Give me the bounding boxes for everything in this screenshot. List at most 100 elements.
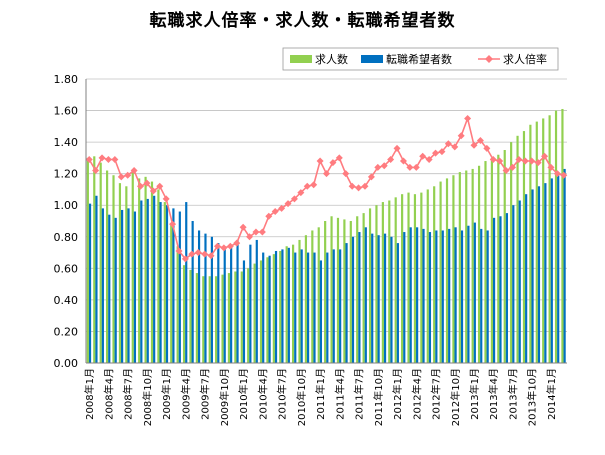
point-求人倍率: [342, 170, 350, 178]
point-求人倍率: [111, 155, 119, 163]
point-求人倍率: [329, 159, 337, 167]
point-求人倍率: [464, 114, 472, 122]
x-tick-label: 2014年1月: [545, 368, 558, 420]
axes: [85, 79, 567, 364]
bar-求人数: [131, 172, 134, 363]
bar-求人数: [189, 269, 192, 363]
bar-求人数: [471, 168, 474, 363]
bar-求人数: [221, 274, 224, 363]
bar-転職希望者数: [197, 230, 201, 363]
x-tick-label: 2010年1月: [237, 368, 250, 420]
x-tick-label: 2013年7月: [506, 368, 519, 420]
point-求人倍率: [515, 155, 523, 163]
point-求人倍率: [246, 233, 254, 241]
point-求人倍率: [406, 163, 414, 171]
bar-求人数: [407, 192, 410, 363]
bar-転職希望者数: [525, 194, 528, 363]
bar-求人数: [285, 246, 288, 363]
point-求人倍率: [226, 242, 234, 250]
x-tick-label: 2013年1月: [468, 368, 481, 420]
point-求人倍率: [143, 179, 151, 187]
legend-marker-3: [485, 55, 493, 63]
series-求人数: [86, 108, 564, 364]
bar-転職希望者数: [345, 243, 348, 363]
x-tick-label: 2012年1月: [391, 368, 404, 420]
point-求人倍率: [297, 189, 305, 197]
bar-転職希望者数: [332, 249, 335, 363]
bar-転職希望者数: [403, 232, 406, 363]
x-tick-label: 2009年10月: [218, 368, 231, 426]
bar-求人数: [330, 216, 333, 363]
point-求人倍率: [92, 167, 100, 175]
bar-求人数: [420, 192, 423, 363]
bar-求人数: [349, 221, 352, 363]
point-求人倍率: [444, 140, 452, 148]
legend-label-2: 転職希望者数: [386, 52, 452, 66]
bar-求人数: [497, 154, 500, 363]
bar-転職希望者数: [108, 214, 111, 363]
point-求人倍率: [508, 163, 516, 171]
x-tick-label: 2008年1月: [83, 368, 96, 420]
bar-求人数: [362, 213, 365, 363]
bar-求人数: [324, 221, 327, 363]
bar-求人数: [445, 178, 449, 363]
bar-転職希望者数: [101, 208, 104, 363]
legend-label-1: 求人数: [315, 53, 348, 66]
point-求人倍率: [348, 182, 356, 190]
bar-求人数: [163, 202, 166, 363]
point-求人倍率: [239, 223, 247, 231]
point-求人倍率: [496, 157, 504, 165]
bar-転職希望者数: [557, 175, 560, 363]
bar-求人数: [138, 178, 141, 363]
bar-転職希望者数: [364, 227, 367, 363]
bar-求人数: [452, 175, 455, 363]
y-tick-label: 1.20: [54, 168, 79, 181]
legend-label-3: 求人倍率: [503, 52, 547, 66]
bar-求人数: [182, 265, 186, 363]
bar-転職希望者数: [499, 216, 502, 363]
bar-求人数: [516, 135, 519, 363]
bar-転職希望者数: [172, 208, 175, 363]
y-tick-label: 1.60: [54, 105, 79, 118]
point-求人倍率: [502, 167, 510, 175]
bar-転職希望者数: [563, 168, 566, 363]
point-求人倍率: [367, 173, 375, 181]
point-求人倍率: [547, 163, 555, 171]
bar-転職希望者数: [287, 247, 290, 363]
bar-転職希望者数: [358, 232, 361, 363]
point-求人倍率: [188, 250, 196, 258]
x-tick-label: 2011年10月: [372, 368, 385, 426]
point-求人倍率: [399, 157, 407, 165]
bar-求人数: [125, 186, 128, 363]
bar-求人数: [157, 189, 160, 363]
series-求人倍率: [85, 114, 568, 263]
bar-転職希望者数: [313, 252, 316, 363]
y-tick-label: 0.60: [54, 262, 79, 275]
bar-転職希望者数: [95, 195, 98, 363]
point-求人倍率: [483, 144, 491, 152]
bar-転職希望者数: [351, 236, 355, 363]
bar-転職希望者数: [531, 189, 534, 363]
bar-求人数: [247, 268, 250, 363]
bar-転職希望者数: [165, 205, 169, 363]
point-求人倍率: [290, 195, 298, 203]
x-tick-label: 2012年7月: [430, 368, 443, 420]
bar-転職希望者数: [512, 205, 515, 363]
bar-求人数: [176, 246, 179, 363]
bar-求人数: [426, 189, 429, 363]
bar-転職希望者数: [223, 246, 226, 363]
x-axis-ticks: 2008年1月 2008年4月 2008年7月 2008年10月 2009年1月 2009…: [83, 368, 558, 426]
bar-転職希望者数: [262, 252, 265, 363]
bar-転職希望者数: [467, 225, 470, 363]
bar-転職希望者数: [242, 260, 246, 363]
point-求人倍率: [271, 208, 279, 216]
bar-転職希望者数: [300, 249, 303, 363]
bar-求人数: [561, 108, 564, 363]
point-求人倍率: [457, 132, 465, 140]
point-求人倍率: [451, 143, 459, 151]
bar-求人数: [112, 175, 115, 363]
bar-求人数: [375, 205, 378, 363]
bar-転職希望者数: [416, 227, 419, 363]
legend-swatch-1: [290, 55, 312, 63]
y-tick-label: 0.20: [54, 325, 79, 338]
